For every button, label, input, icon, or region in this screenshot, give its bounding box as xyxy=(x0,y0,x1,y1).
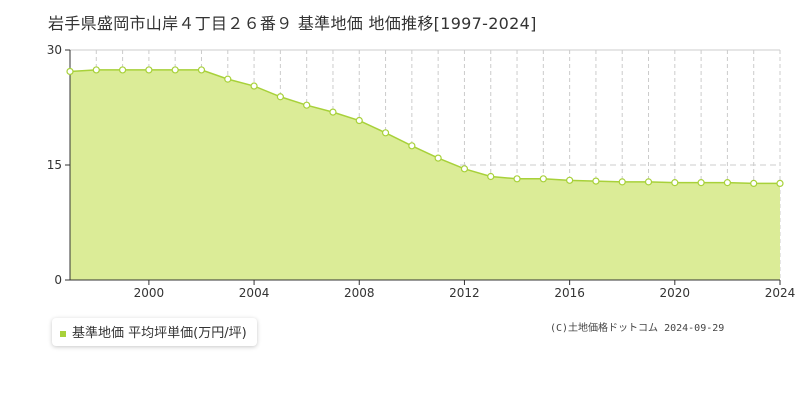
axis-layer xyxy=(65,49,781,285)
data-point xyxy=(408,142,416,150)
y-tick-label: 30 xyxy=(47,43,62,57)
data-point xyxy=(250,82,258,90)
data-point xyxy=(697,179,705,187)
x-tick-label: 2020 xyxy=(660,286,691,300)
x-tick-label: 2012 xyxy=(449,286,480,300)
data-point xyxy=(592,177,600,185)
data-point xyxy=(355,116,363,125)
legend: 基準地価 平均坪単価(万円/坪) xyxy=(52,318,257,346)
x-tick-label: 2000 xyxy=(134,286,165,300)
data-point xyxy=(118,66,127,74)
x-tick-label: 2004 xyxy=(239,286,270,300)
chart-title: 岩手県盛岡市山岸４丁目２６番９ 基準地価 地価推移[1997-2024] xyxy=(48,14,537,33)
data-point xyxy=(539,175,547,183)
area-layer xyxy=(69,69,780,281)
series-area xyxy=(70,69,780,281)
data-point xyxy=(197,66,206,74)
data-point xyxy=(513,175,521,183)
data-point xyxy=(487,172,495,181)
y-tick-label: 15 xyxy=(47,158,62,172)
data-point xyxy=(303,101,311,109)
data-point xyxy=(92,66,100,74)
y-tick-label: 0 xyxy=(54,273,62,287)
data-point xyxy=(434,154,442,162)
x-tick-label: 2024 xyxy=(765,286,796,300)
data-point xyxy=(776,179,784,187)
x-tick-label: 2016 xyxy=(554,286,585,300)
copyright-credit: (C)土地価格ドットコム 2024-09-29 xyxy=(550,323,725,334)
data-point xyxy=(460,165,469,173)
data-point xyxy=(66,67,74,76)
data-point xyxy=(723,179,732,187)
label-layer: 0 15 30 2000 2004 2008 2012 2016 2020 2024 xyxy=(47,43,796,300)
legend-label: 基準地価 平均坪単価(万円/坪) xyxy=(72,326,247,341)
legend-swatch xyxy=(60,330,66,337)
data-point xyxy=(750,179,758,187)
data-point xyxy=(566,176,574,184)
data-point xyxy=(171,66,179,74)
data-point xyxy=(644,178,653,186)
marker-layer xyxy=(66,66,784,187)
data-point xyxy=(276,93,284,101)
x-tick-label: 2008 xyxy=(344,286,375,300)
data-point xyxy=(224,75,232,83)
data-point xyxy=(618,178,626,186)
data-point xyxy=(329,108,337,116)
data-point xyxy=(671,179,679,187)
data-point xyxy=(145,66,153,74)
series-line xyxy=(69,69,780,185)
data-point xyxy=(381,129,390,137)
